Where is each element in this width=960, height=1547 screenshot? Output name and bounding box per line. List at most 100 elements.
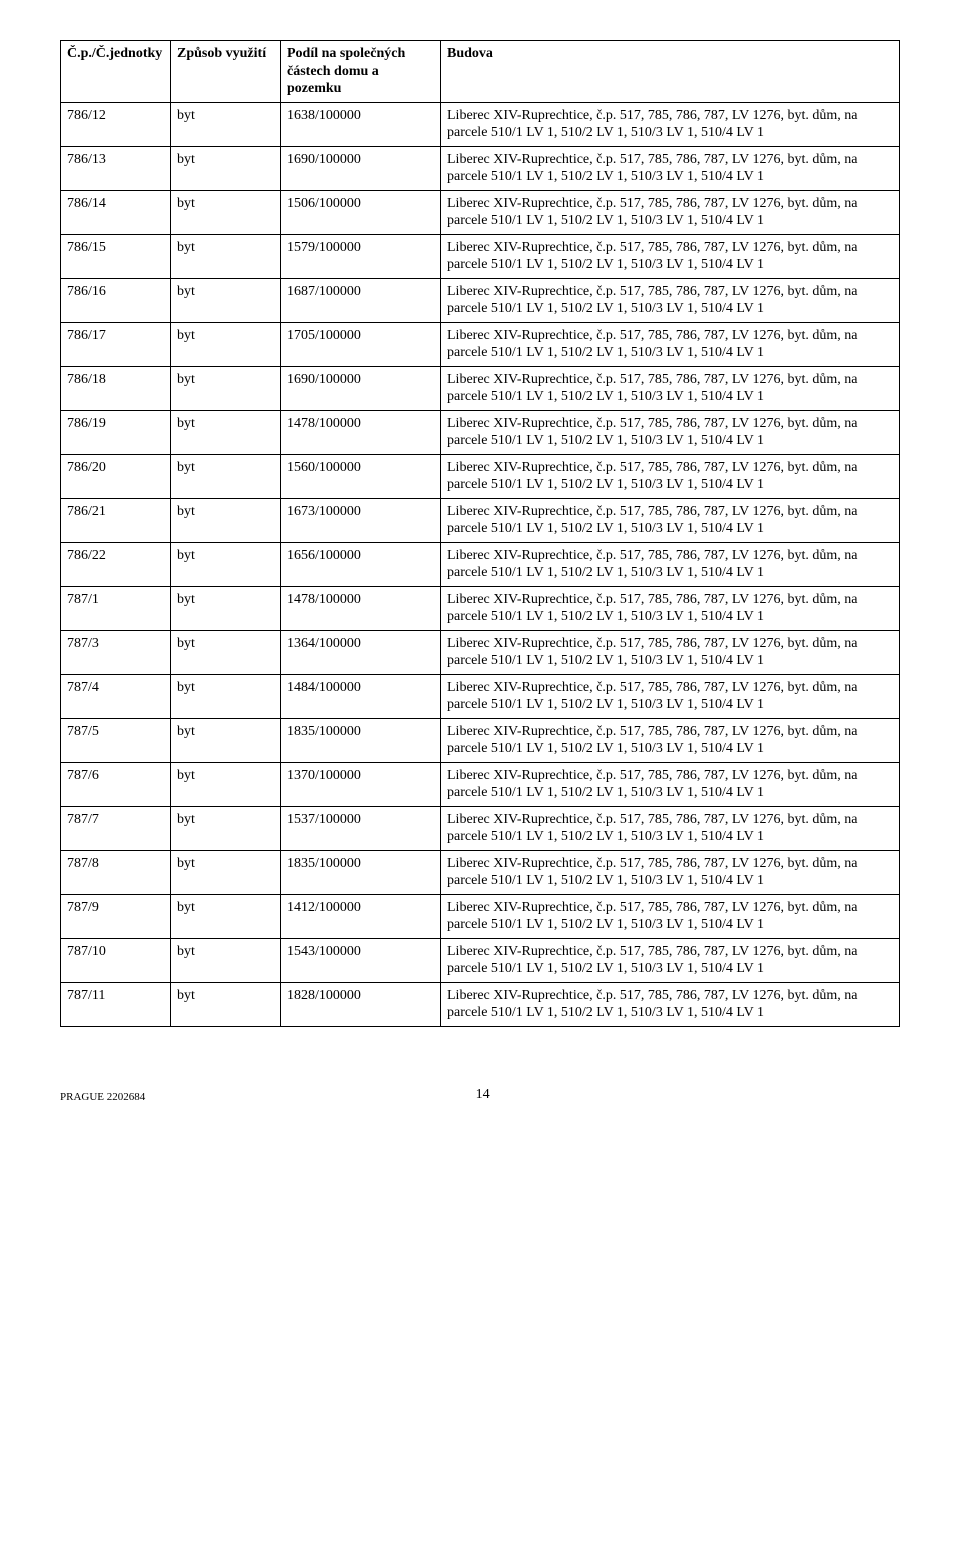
table-row: 787/4byt1484/100000Liberec XIV-Ruprechti… [61, 674, 900, 718]
cell-use: byt [171, 322, 281, 366]
cell-use: byt [171, 366, 281, 410]
cell-use: byt [171, 850, 281, 894]
cell-unit: 786/19 [61, 410, 171, 454]
cell-share: 1638/100000 [281, 102, 441, 146]
cell-unit: 786/18 [61, 366, 171, 410]
cell-building: Liberec XIV-Ruprechtice, č.p. 517, 785, … [441, 850, 900, 894]
cell-share: 1506/100000 [281, 190, 441, 234]
cell-unit: 786/15 [61, 234, 171, 278]
cell-unit: 787/8 [61, 850, 171, 894]
cell-use: byt [171, 102, 281, 146]
cell-share: 1478/100000 [281, 586, 441, 630]
cell-unit: 786/12 [61, 102, 171, 146]
document-page: Č.p./Č.jednotky Způsob využití Podíl na … [0, 0, 960, 1133]
cell-use: byt [171, 454, 281, 498]
cell-use: byt [171, 806, 281, 850]
cell-share: 1690/100000 [281, 366, 441, 410]
cell-building: Liberec XIV-Ruprechtice, č.p. 517, 785, … [441, 674, 900, 718]
header-use: Způsob využití [171, 41, 281, 103]
cell-unit: 786/20 [61, 454, 171, 498]
header-share: Podíl na společných částech domu a pozem… [281, 41, 441, 103]
table-row: 786/15byt1579/100000Liberec XIV-Ruprecht… [61, 234, 900, 278]
cell-unit: 786/16 [61, 278, 171, 322]
cell-building: Liberec XIV-Ruprechtice, č.p. 517, 785, … [441, 806, 900, 850]
cell-building: Liberec XIV-Ruprechtice, č.p. 517, 785, … [441, 410, 900, 454]
cell-unit: 787/4 [61, 674, 171, 718]
cell-building: Liberec XIV-Ruprechtice, č.p. 517, 785, … [441, 278, 900, 322]
table-row: 787/7byt1537/100000Liberec XIV-Ruprechti… [61, 806, 900, 850]
cell-use: byt [171, 718, 281, 762]
table-row: 786/21byt1673/100000Liberec XIV-Ruprecht… [61, 498, 900, 542]
table-row: 786/14byt1506/100000Liberec XIV-Ruprecht… [61, 190, 900, 234]
cell-use: byt [171, 982, 281, 1026]
cell-use: byt [171, 762, 281, 806]
cell-use: byt [171, 410, 281, 454]
cell-share: 1478/100000 [281, 410, 441, 454]
cell-building: Liberec XIV-Ruprechtice, č.p. 517, 785, … [441, 366, 900, 410]
cell-building: Liberec XIV-Ruprechtice, č.p. 517, 785, … [441, 234, 900, 278]
cell-use: byt [171, 278, 281, 322]
table-row: 787/3byt1364/100000Liberec XIV-Ruprechti… [61, 630, 900, 674]
cell-building: Liberec XIV-Ruprechtice, č.p. 517, 785, … [441, 762, 900, 806]
table-row: 786/19byt1478/100000Liberec XIV-Ruprecht… [61, 410, 900, 454]
cell-building: Liberec XIV-Ruprechtice, č.p. 517, 785, … [441, 718, 900, 762]
cell-use: byt [171, 938, 281, 982]
footer-reference: PRAGUE 2202684 [60, 1091, 145, 1103]
cell-share: 1835/100000 [281, 850, 441, 894]
table-header-row: Č.p./Č.jednotky Způsob využití Podíl na … [61, 41, 900, 103]
cell-use: byt [171, 146, 281, 190]
header-unit: Č.p./Č.jednotky [61, 41, 171, 103]
cell-use: byt [171, 586, 281, 630]
cell-unit: 787/1 [61, 586, 171, 630]
table-row: 786/18byt1690/100000Liberec XIV-Ruprecht… [61, 366, 900, 410]
cell-unit: 786/13 [61, 146, 171, 190]
cell-unit: 787/7 [61, 806, 171, 850]
cell-share: 1687/100000 [281, 278, 441, 322]
table-row: 787/8byt1835/100000Liberec XIV-Ruprechti… [61, 850, 900, 894]
cell-share: 1543/100000 [281, 938, 441, 982]
cell-unit: 787/11 [61, 982, 171, 1026]
cell-building: Liberec XIV-Ruprechtice, č.p. 517, 785, … [441, 498, 900, 542]
table-row: 787/1byt1478/100000Liberec XIV-Ruprechti… [61, 586, 900, 630]
cell-share: 1579/100000 [281, 234, 441, 278]
cell-building: Liberec XIV-Ruprechtice, č.p. 517, 785, … [441, 146, 900, 190]
cell-building: Liberec XIV-Ruprechtice, č.p. 517, 785, … [441, 102, 900, 146]
cell-building: Liberec XIV-Ruprechtice, č.p. 517, 785, … [441, 586, 900, 630]
cell-building: Liberec XIV-Ruprechtice, č.p. 517, 785, … [441, 542, 900, 586]
cell-use: byt [171, 894, 281, 938]
cell-use: byt [171, 234, 281, 278]
cell-building: Liberec XIV-Ruprechtice, č.p. 517, 785, … [441, 982, 900, 1026]
table-row: 787/11byt1828/100000Liberec XIV-Ruprecht… [61, 982, 900, 1026]
table-row: 786/12byt1638/100000Liberec XIV-Ruprecht… [61, 102, 900, 146]
cell-building: Liberec XIV-Ruprechtice, č.p. 517, 785, … [441, 454, 900, 498]
cell-use: byt [171, 630, 281, 674]
cell-use: byt [171, 498, 281, 542]
table-body: 786/12byt1638/100000Liberec XIV-Ruprecht… [61, 102, 900, 1026]
cell-building: Liberec XIV-Ruprechtice, č.p. 517, 785, … [441, 938, 900, 982]
cell-unit: 787/5 [61, 718, 171, 762]
table-row: 787/10byt1543/100000Liberec XIV-Ruprecht… [61, 938, 900, 982]
cell-share: 1656/100000 [281, 542, 441, 586]
table-row: 787/9byt1412/100000Liberec XIV-Ruprechti… [61, 894, 900, 938]
cell-share: 1835/100000 [281, 718, 441, 762]
footer-page-number: 14 [145, 1087, 820, 1103]
cell-use: byt [171, 674, 281, 718]
cell-use: byt [171, 190, 281, 234]
cell-use: byt [171, 542, 281, 586]
units-table: Č.p./Č.jednotky Způsob využití Podíl na … [60, 40, 900, 1027]
cell-building: Liberec XIV-Ruprechtice, č.p. 517, 785, … [441, 322, 900, 366]
cell-unit: 786/14 [61, 190, 171, 234]
table-row: 787/6byt1370/100000Liberec XIV-Ruprechti… [61, 762, 900, 806]
cell-building: Liberec XIV-Ruprechtice, č.p. 517, 785, … [441, 630, 900, 674]
cell-unit: 786/21 [61, 498, 171, 542]
table-row: 786/20byt1560/100000Liberec XIV-Ruprecht… [61, 454, 900, 498]
table-row: 786/13byt1690/100000Liberec XIV-Ruprecht… [61, 146, 900, 190]
header-building: Budova [441, 41, 900, 103]
page-footer: PRAGUE 2202684 14 [60, 1087, 900, 1103]
cell-share: 1484/100000 [281, 674, 441, 718]
table-row: 786/16byt1687/100000Liberec XIV-Ruprecht… [61, 278, 900, 322]
cell-share: 1690/100000 [281, 146, 441, 190]
cell-unit: 787/10 [61, 938, 171, 982]
cell-share: 1537/100000 [281, 806, 441, 850]
cell-share: 1828/100000 [281, 982, 441, 1026]
